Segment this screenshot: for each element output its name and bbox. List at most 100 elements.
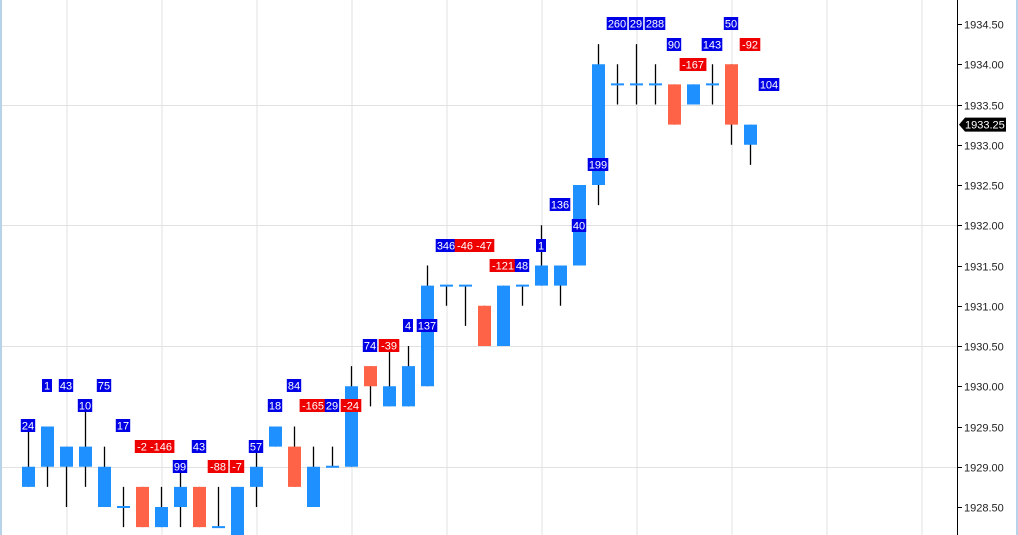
candle-body bbox=[345, 386, 358, 467]
delta-label-bg bbox=[666, 38, 682, 51]
delta-label-bg bbox=[115, 419, 131, 432]
delta-label-bg bbox=[536, 239, 546, 252]
delta-label: 4 bbox=[403, 319, 413, 333]
candle-body bbox=[497, 285, 510, 346]
delta-label-text: 260 bbox=[608, 19, 626, 31]
price-tick-label: 1930.00 bbox=[964, 382, 1004, 394]
delta-label-text: -39 bbox=[381, 341, 397, 353]
candle-body bbox=[307, 466, 320, 507]
candle-body bbox=[402, 366, 415, 407]
candle bbox=[497, 285, 510, 346]
candle-body bbox=[364, 366, 377, 387]
delta-label-text: 143 bbox=[703, 40, 721, 52]
delta-label-bg bbox=[286, 379, 302, 392]
candle-body bbox=[744, 124, 757, 145]
delta-label-text: 10 bbox=[79, 401, 91, 413]
delta-label-text: 4 bbox=[405, 321, 411, 333]
candle bbox=[307, 446, 320, 507]
price-tick-label: 1929.50 bbox=[964, 423, 1004, 435]
delta-label: 137 bbox=[416, 319, 438, 333]
candle-body bbox=[98, 466, 111, 507]
delta-label-bg bbox=[403, 319, 413, 332]
delta-label: -167 bbox=[679, 58, 707, 72]
candle-body bbox=[193, 486, 206, 528]
candle-body bbox=[269, 426, 282, 447]
delta-label-text: 346 bbox=[437, 241, 455, 253]
candle-body bbox=[383, 386, 396, 407]
candle-body bbox=[136, 486, 149, 528]
delta-label: -46 bbox=[454, 239, 476, 253]
price-tick-label: 1931.00 bbox=[964, 302, 1004, 314]
candle bbox=[174, 466, 187, 528]
price-tick-label: 1931.50 bbox=[964, 262, 1004, 274]
candle-body-doji bbox=[611, 83, 624, 86]
delta-label-bg bbox=[58, 379, 74, 392]
candle-body-doji bbox=[212, 526, 225, 529]
delta-label: 260 bbox=[606, 17, 628, 31]
candle-body bbox=[288, 446, 301, 487]
candle bbox=[459, 284, 472, 326]
delta-label-bg bbox=[299, 399, 327, 412]
delta-label: 288 bbox=[644, 17, 666, 31]
candle-body-doji bbox=[630, 83, 643, 86]
delta-label-bg bbox=[489, 259, 517, 272]
candle bbox=[383, 346, 396, 407]
delta-label: 74 bbox=[362, 339, 378, 353]
candle-body-doji bbox=[516, 284, 529, 287]
delta-label: -121 bbox=[489, 259, 517, 273]
delta-label-text: 50 bbox=[725, 19, 737, 31]
delta-label-text: -88 bbox=[210, 462, 226, 474]
candle bbox=[516, 284, 529, 306]
delta-label-text: 199 bbox=[589, 160, 607, 172]
price-tick-label: 1932.50 bbox=[964, 181, 1004, 193]
delta-label-text: 104 bbox=[760, 80, 778, 92]
delta-label-bg bbox=[571, 219, 587, 232]
candle-body bbox=[592, 64, 605, 185]
delta-label-text: 288 bbox=[646, 19, 664, 31]
delta-label-bg bbox=[96, 379, 112, 392]
delta-label-text: -46 bbox=[457, 241, 473, 253]
candle-body bbox=[421, 285, 434, 387]
delta-label: 18 bbox=[267, 399, 283, 413]
candle bbox=[326, 446, 339, 468]
delta-label-bg bbox=[340, 399, 362, 412]
delta-label-bg bbox=[435, 239, 457, 252]
delta-label-text: 40 bbox=[573, 221, 585, 233]
delta-label-bg bbox=[267, 399, 283, 412]
delta-label-text: 24 bbox=[22, 421, 34, 433]
candle-body-doji bbox=[326, 465, 339, 468]
delta-label-bg bbox=[248, 440, 264, 453]
delta-label: 40 bbox=[571, 219, 587, 233]
delta-label: 1 bbox=[536, 239, 546, 253]
candle bbox=[193, 486, 206, 528]
delta-label: 90 bbox=[666, 38, 682, 52]
candle-body-doji bbox=[440, 284, 453, 287]
candle-body bbox=[725, 64, 738, 125]
delta-label-text: 1 bbox=[538, 241, 544, 253]
price-axis[interactable]: 1934.50 1934.00 1933.50 1933.00 1932.50 1932.… bbox=[957, 0, 1006, 535]
delta-label: -2 bbox=[134, 440, 150, 454]
candle bbox=[250, 446, 263, 507]
candle bbox=[79, 406, 92, 487]
chart-right-border bbox=[1016, 0, 1018, 535]
delta-label: 136 bbox=[549, 198, 571, 212]
delta-label: 17 bbox=[115, 419, 131, 433]
delta-label: -47 bbox=[473, 239, 495, 253]
delta-label: 50 bbox=[723, 17, 739, 31]
candle bbox=[22, 426, 35, 487]
candle bbox=[155, 486, 168, 528]
delta-label-bg bbox=[134, 440, 150, 453]
delta-label: 1 bbox=[42, 379, 52, 393]
candle bbox=[592, 44, 605, 206]
delta-label-bg bbox=[701, 38, 723, 51]
candle bbox=[212, 486, 225, 529]
candle bbox=[687, 84, 700, 105]
delta-label: 29 bbox=[628, 17, 644, 31]
delta-label-bg bbox=[362, 339, 378, 352]
candle bbox=[535, 225, 548, 286]
delta-label-bg bbox=[723, 17, 739, 30]
delta-label-bg bbox=[20, 419, 36, 432]
candle bbox=[41, 426, 54, 487]
